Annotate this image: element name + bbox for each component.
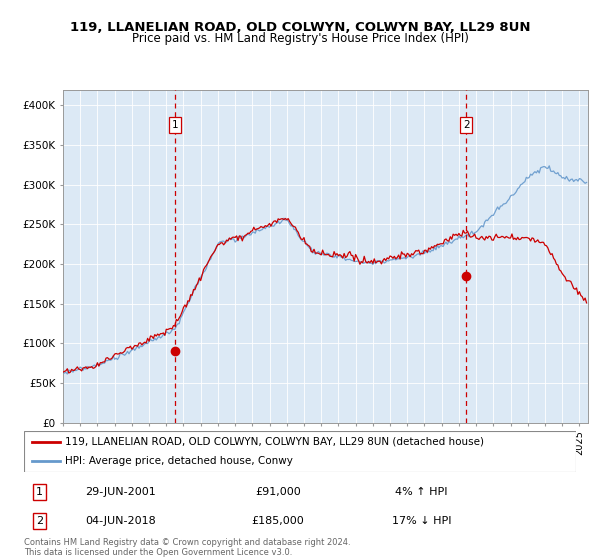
Text: Price paid vs. HM Land Registry's House Price Index (HPI): Price paid vs. HM Land Registry's House … bbox=[131, 32, 469, 45]
Text: 119, LLANELIAN ROAD, OLD COLWYN, COLWYN BAY, LL29 8UN: 119, LLANELIAN ROAD, OLD COLWYN, COLWYN … bbox=[70, 21, 530, 34]
Text: 1: 1 bbox=[36, 487, 43, 497]
Text: £91,000: £91,000 bbox=[255, 487, 301, 497]
Text: 04-JUN-2018: 04-JUN-2018 bbox=[85, 516, 156, 526]
Text: 29-JUN-2001: 29-JUN-2001 bbox=[85, 487, 156, 497]
Text: HPI: Average price, detached house, Conwy: HPI: Average price, detached house, Conw… bbox=[65, 456, 293, 466]
Text: 2: 2 bbox=[463, 120, 469, 129]
Text: 2: 2 bbox=[36, 516, 43, 526]
Text: £185,000: £185,000 bbox=[251, 516, 304, 526]
Text: 17% ↓ HPI: 17% ↓ HPI bbox=[392, 516, 451, 526]
Text: 119, LLANELIAN ROAD, OLD COLWYN, COLWYN BAY, LL29 8UN (detached house): 119, LLANELIAN ROAD, OLD COLWYN, COLWYN … bbox=[65, 437, 484, 447]
Text: Contains HM Land Registry data © Crown copyright and database right 2024.
This d: Contains HM Land Registry data © Crown c… bbox=[24, 538, 350, 557]
Text: 4% ↑ HPI: 4% ↑ HPI bbox=[395, 487, 448, 497]
Text: 1: 1 bbox=[172, 120, 178, 129]
